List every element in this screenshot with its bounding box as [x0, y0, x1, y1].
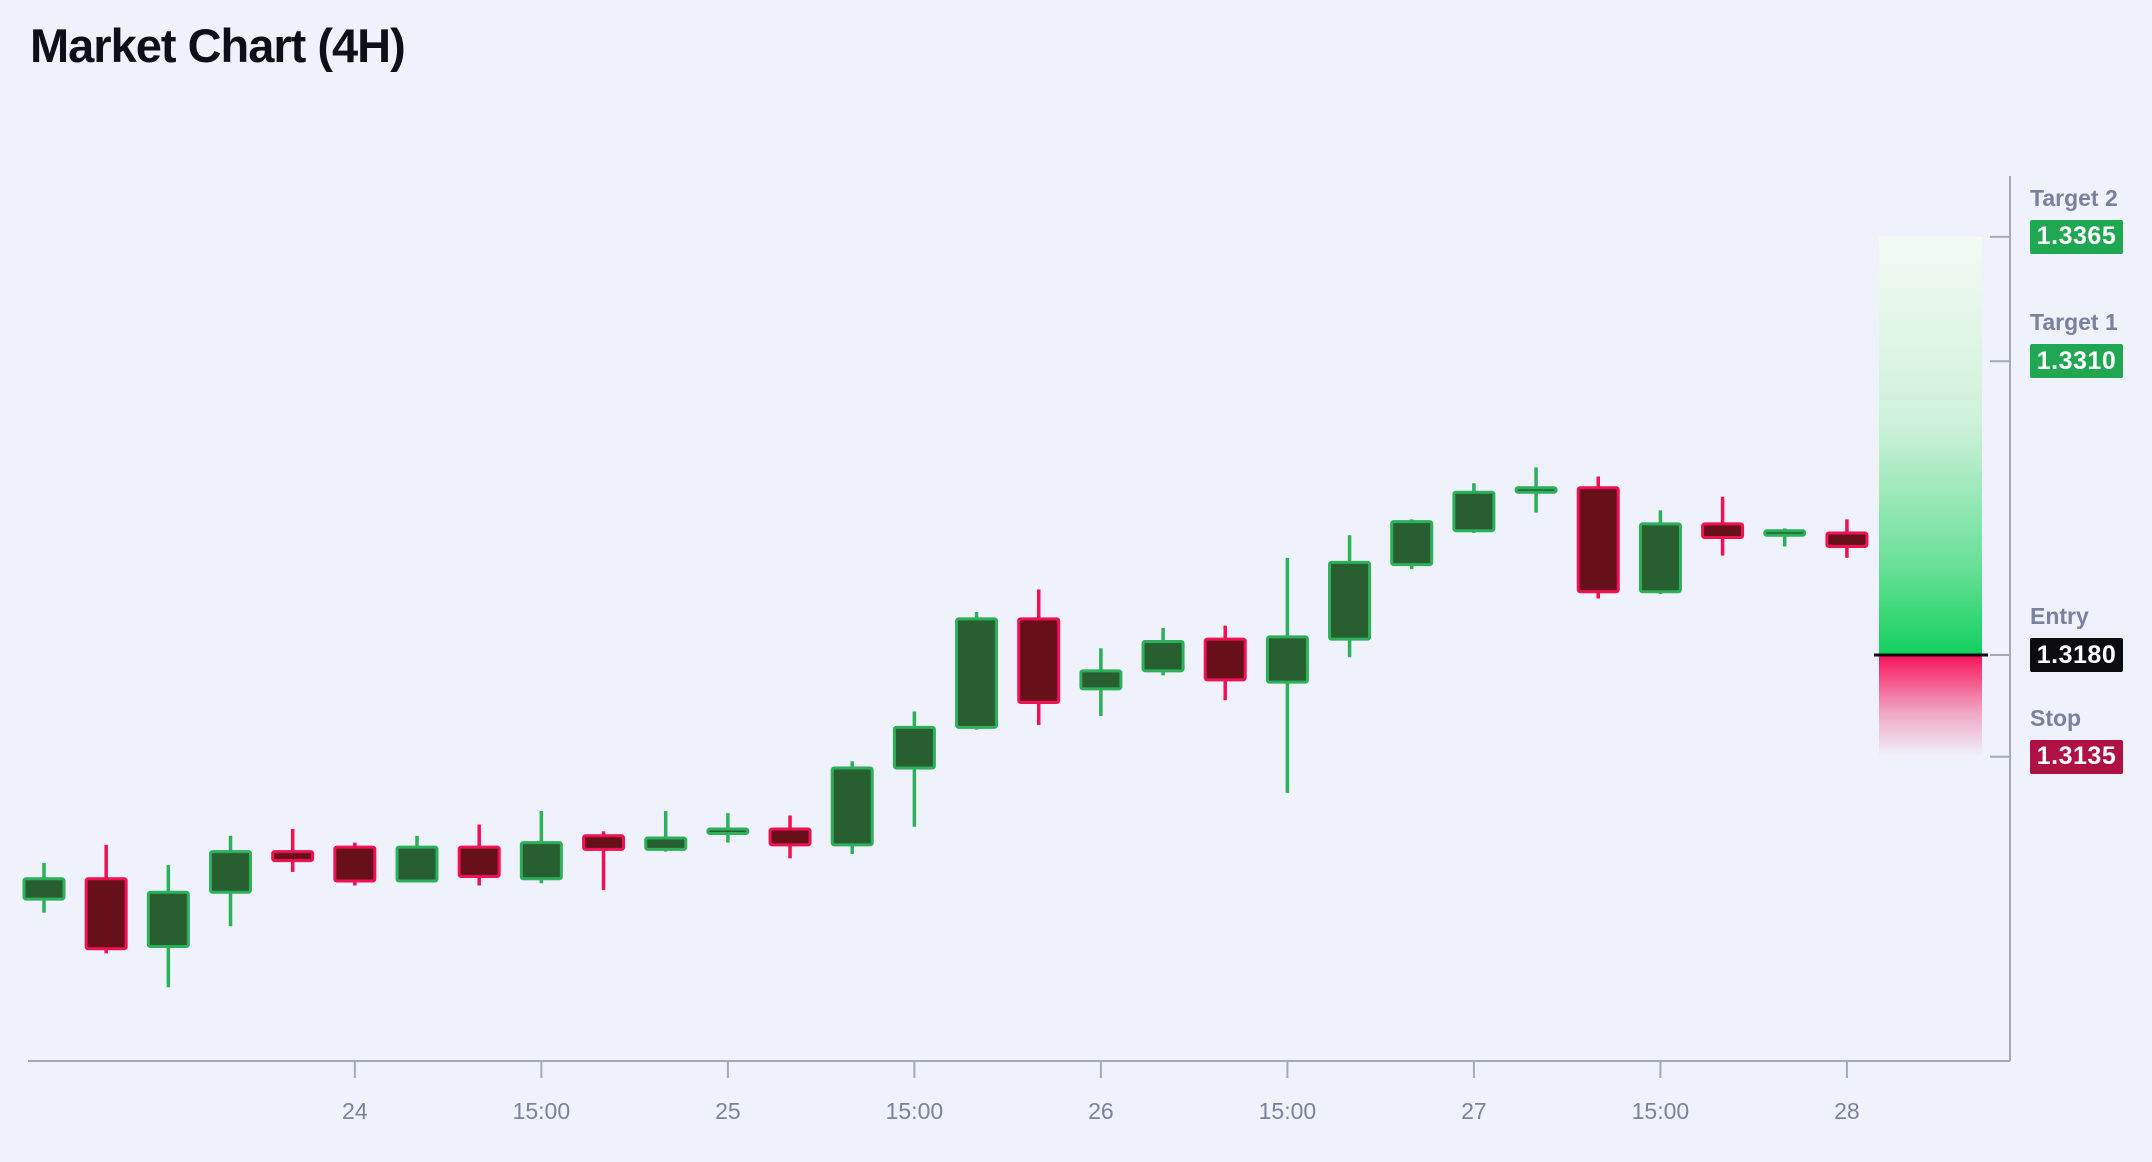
- candle-26: [1638, 510, 1682, 594]
- level-target1-price-badge: 1.3310: [2030, 344, 2123, 379]
- level-stop: Stop 1.3135: [2030, 704, 2123, 774]
- candle-4: [271, 829, 315, 872]
- candle-17: [1079, 648, 1123, 717]
- time-tick-label: 15:00: [1632, 1098, 1690, 1124]
- candle-8: [519, 810, 563, 884]
- level-entry-price-badge: 1.3180: [2030, 638, 2123, 672]
- candle-body: [1638, 522, 1682, 594]
- candle-body: [271, 850, 315, 863]
- time-tick-label: 25: [715, 1098, 741, 1124]
- candle-20: [1265, 557, 1309, 793]
- level-entry: Entry 1.3180: [2030, 602, 2123, 672]
- candle-body: [333, 845, 377, 883]
- reward-zone: [1879, 236, 1982, 655]
- candle-body: [830, 766, 874, 847]
- candle-5: [333, 842, 377, 886]
- candle-body: [22, 877, 66, 901]
- candle-1: [84, 844, 128, 954]
- candle-body: [768, 827, 812, 847]
- candle-16: [1017, 589, 1061, 726]
- candle-body: [1390, 520, 1434, 567]
- candle-body: [892, 725, 936, 770]
- candle-25: [1576, 476, 1620, 599]
- level-target1-label: Target 1: [2030, 309, 2118, 336]
- candle-body: [1763, 529, 1807, 537]
- candle-28: [1763, 528, 1807, 547]
- candle-body: [1452, 490, 1496, 533]
- candle-body: [706, 827, 750, 836]
- candle-body: [1328, 560, 1372, 641]
- candle-body: [1514, 486, 1558, 494]
- candle-21: [1328, 535, 1372, 658]
- level-entry-label: Entry: [2030, 603, 2089, 629]
- candle-body: [582, 834, 626, 851]
- candle-22: [1390, 519, 1434, 570]
- candle-23: [1452, 483, 1496, 533]
- candle-body: [209, 850, 253, 894]
- candle-body: [1017, 617, 1061, 704]
- risk-zone: [1879, 655, 1982, 757]
- candle-12: [768, 815, 812, 859]
- candle-body: [84, 877, 128, 951]
- candle-0: [22, 862, 66, 913]
- candle-27: [1701, 496, 1745, 556]
- time-tick-label: 15:00: [886, 1098, 944, 1124]
- candle-29: [1825, 519, 1869, 558]
- candle-18: [1141, 627, 1185, 676]
- level-target2-price-badge: 1.3365: [2030, 219, 2123, 254]
- candle-body: [519, 841, 563, 881]
- candle-body: [1825, 531, 1869, 549]
- candle-9: [582, 831, 626, 891]
- candle-3: [209, 835, 253, 927]
- candle-10: [644, 810, 688, 852]
- candle-13: [830, 761, 874, 854]
- candle-body: [457, 845, 501, 878]
- time-tick-label: 24: [342, 1098, 368, 1124]
- time-tick-label: 15:00: [513, 1098, 571, 1124]
- candle-2: [146, 865, 190, 988]
- candle-body: [1265, 635, 1309, 684]
- time-tick-label: 28: [1834, 1098, 1860, 1124]
- time-tick-label: 27: [1461, 1098, 1487, 1124]
- level-stop-price-badge: 1.3135: [2030, 739, 2123, 774]
- candle-body: [146, 890, 190, 949]
- candle-7: [457, 824, 501, 886]
- candle-body: [395, 845, 439, 883]
- level-target2: Target 2 1.3365: [2030, 184, 2123, 254]
- candle-body: [644, 836, 688, 851]
- candle-body: [1079, 669, 1123, 691]
- level-stop-label: Stop: [2030, 704, 2082, 731]
- candle-15: [955, 612, 999, 730]
- candle-24: [1514, 467, 1558, 513]
- candle-body: [1141, 639, 1185, 673]
- candle-19: [1203, 625, 1247, 701]
- level-target1: Target 1 1.3310: [2030, 308, 2123, 379]
- page-title: Market Chart (4H): [30, 19, 406, 72]
- candle-body: [1203, 637, 1247, 682]
- candle-6: [395, 835, 439, 883]
- candle-body: [955, 617, 999, 729]
- level-target2-label: Target 2: [2030, 184, 2118, 211]
- time-tick-label: 26: [1088, 1098, 1114, 1124]
- candle-body: [1701, 522, 1745, 539]
- time-tick-label: 15:00: [1259, 1098, 1317, 1124]
- candle-body: [1576, 486, 1620, 594]
- candle-14: [892, 711, 936, 827]
- candle-11: [706, 813, 750, 843]
